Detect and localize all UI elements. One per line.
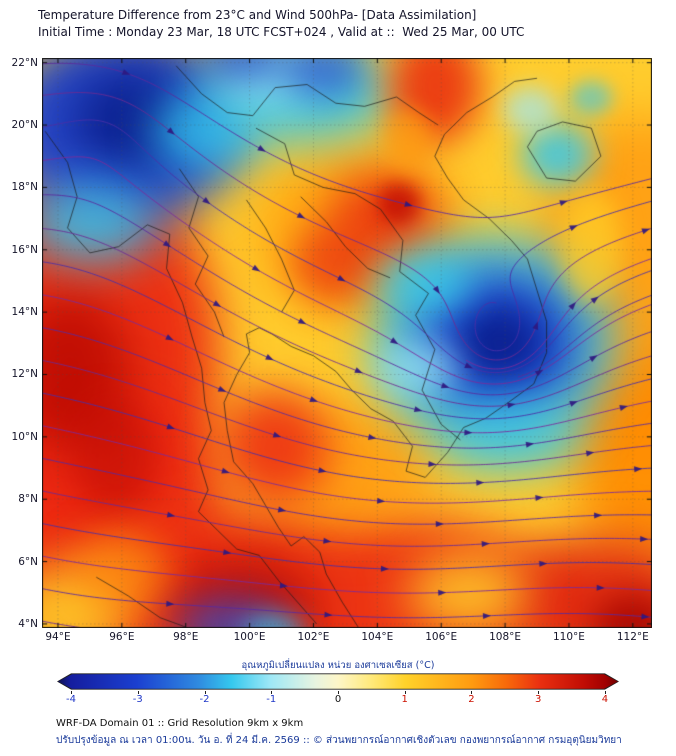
lat-tick-label: 14°N — [11, 306, 38, 319]
footer-domain-info: WRF-DA Domain 01 :: Grid Resolution 9km … — [56, 718, 304, 729]
lon-tick-label: 108°E — [489, 631, 522, 643]
colorbar-tick-label: 4 — [601, 694, 609, 705]
colorbar-tick-mark — [204, 691, 206, 694]
colorbar-tick-label: -2 — [199, 694, 210, 705]
lon-tick-label: 94°E — [45, 631, 71, 643]
map-title: Temperature Difference from 23°C and Win… — [38, 8, 477, 22]
footer-update-info: ปรับปรุงข้อมูล ณ เวลา 01:00น. วัน อ. ที่… — [56, 735, 622, 746]
lon-tick-label: 106°E — [425, 631, 458, 643]
colorbar-tick-label: 2 — [468, 694, 475, 705]
colorbar-tick-mark — [137, 691, 139, 694]
lon-tick-label: 112°E — [616, 631, 649, 643]
lon-tick-label: 110°E — [552, 631, 585, 643]
title-block: Temperature Difference from 23°C and Win… — [38, 7, 524, 41]
lat-tick-label: 10°N — [11, 430, 38, 443]
colorbar-label: อุณหภูมิเปลี่ยนแปลง หน่วย องศาเซลเซียส (… — [241, 660, 435, 671]
lat-tick-label: 12°N — [11, 368, 38, 381]
colorbar-gradient — [58, 674, 618, 689]
map-area: 22°N 20°N 18°N 16°N 14°N 12°N 10°N 8°N 6°N 4°N 94°… — [12, 57, 652, 643]
colorbar-tick-label: 1 — [401, 694, 408, 705]
lat-tick-label: 22°N — [11, 56, 38, 69]
map-subtitle: Initial Time : Monday 23 Mar, 18 UTC FCS… — [38, 25, 525, 39]
lat-tick-label: 18°N — [11, 181, 38, 194]
colorbar-tick-mark — [271, 691, 273, 694]
colorbar-block: อุณหภูมิเปลี่ยนแปลง หน่วย องศาเซลเซียส (… — [0, 658, 676, 716]
lat-tick-label: 4°N — [18, 617, 38, 630]
lon-tick-label: 100°E — [233, 631, 266, 643]
map-canvas — [42, 58, 652, 628]
colorbar-tick-label: -3 — [132, 694, 143, 705]
lat-tick-label: 16°N — [11, 243, 38, 256]
colorbar-ticks: -4 -3 -2 -1 0 1 2 3 4 — [57, 691, 619, 709]
colorbar-tick-label: 3 — [535, 694, 542, 705]
colorbar-tick-label: -1 — [266, 694, 277, 705]
colorbar-tick-mark — [604, 691, 606, 694]
colorbar-tick-mark — [404, 691, 406, 694]
colorbar-tick-label: 0 — [334, 694, 342, 705]
lon-tick-label: 102°E — [297, 631, 330, 643]
lat-tick-label: 6°N — [18, 555, 38, 568]
colorbar — [57, 673, 619, 690]
lat-tick-label: 8°N — [18, 493, 38, 506]
lon-tick-label: 96°E — [109, 631, 135, 643]
colorbar-tick-mark — [471, 691, 473, 694]
lat-tick-label: 20°N — [11, 119, 38, 132]
lon-tick-label: 104°E — [361, 631, 394, 643]
colorbar-tick-label: -4 — [66, 694, 77, 705]
colorbar-tick-mark — [71, 691, 73, 694]
colorbar-tick-mark — [538, 691, 540, 694]
lon-tick-label: 98°E — [173, 631, 199, 643]
colorbar-tick-mark — [338, 691, 339, 694]
